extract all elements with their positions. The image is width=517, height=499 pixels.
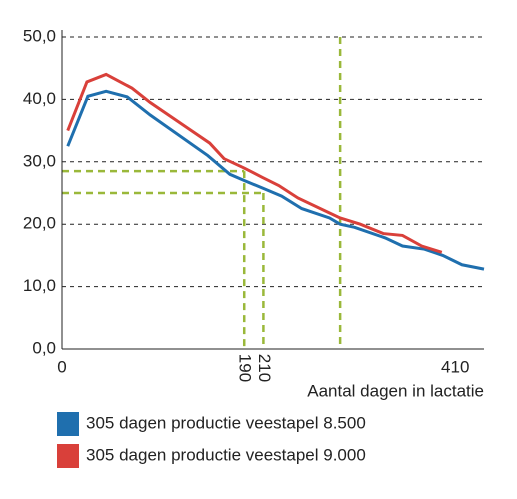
y-tick-label: 20,0 <box>23 214 56 233</box>
series-line <box>66 72 443 254</box>
series-line <box>66 89 485 271</box>
x-tick-label: 0 <box>57 357 66 376</box>
legend-swatch <box>57 444 79 468</box>
x-tick-label: 190 <box>236 354 255 382</box>
legend-label: 305 dagen productie veestapel 8.500 <box>86 413 366 432</box>
y-tick-label: 40,0 <box>23 89 56 108</box>
y-tick-label: 50,0 <box>23 26 56 45</box>
x-tick-label: 410 <box>441 357 469 376</box>
legend-swatch <box>57 412 79 436</box>
legend-label: 305 dagen productie veestapel 9.000 <box>86 445 366 464</box>
x-axis-label: Aantal dagen in lactatie <box>307 381 484 400</box>
x-tick-label: 210 <box>255 354 274 382</box>
y-tick-label: 10,0 <box>23 276 56 295</box>
y-tick-label: 0,0 <box>32 338 56 357</box>
y-tick-label: 30,0 <box>23 151 56 170</box>
